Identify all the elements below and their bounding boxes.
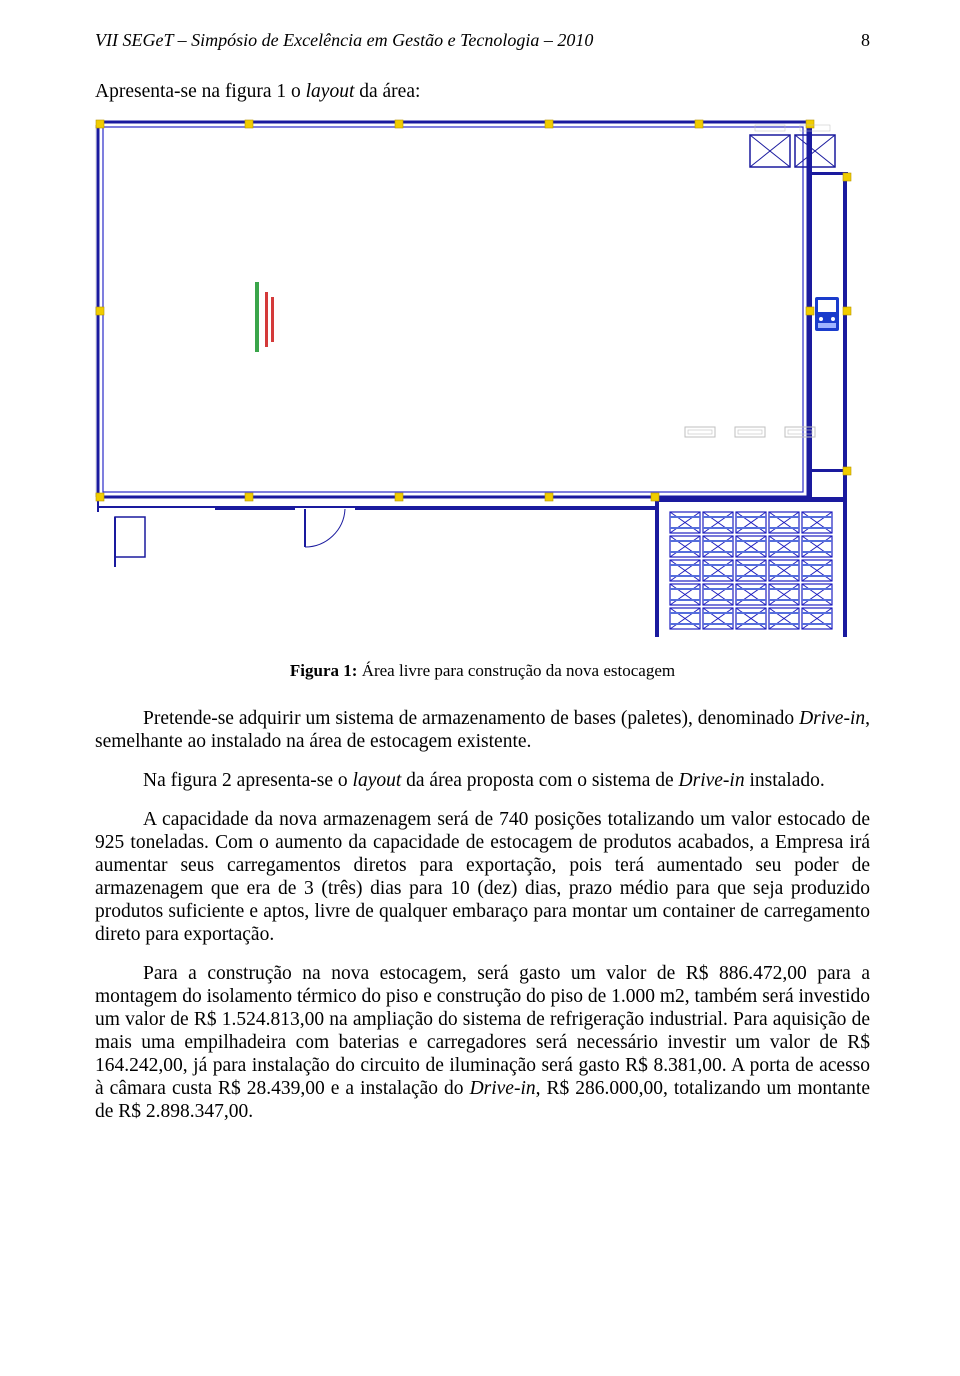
paragraph-3: A capacidade da nova armazenagem será de…: [95, 808, 870, 946]
paragraph-4: Para a construção na nova estocagem, ser…: [95, 962, 870, 1123]
body-text: Pretende-se adquirir um sistema de armaz…: [95, 707, 870, 1123]
p2-a: Na figura 2 apresenta-se o: [143, 770, 353, 791]
intro-ital: layout: [306, 81, 355, 102]
figure-1: [95, 117, 870, 637]
intro-post: da área:: [354, 81, 420, 102]
figure-caption-text: Área livre para construção da nova estoc…: [357, 661, 675, 680]
p4-ital: Drive-in: [470, 1078, 536, 1099]
intro-line: Apresenta-se na figura 1 o layout da áre…: [95, 81, 870, 103]
header-title: VII SEGeT – Simpósio de Excelência em Ge…: [95, 30, 593, 51]
figure-1-caption: Figura 1: Área livre para construção da …: [95, 661, 870, 681]
intro-pre: Apresenta-se na figura 1 o: [95, 81, 306, 102]
p1-ital: Drive-in: [799, 708, 865, 729]
page: VII SEGeT – Simpósio de Excelência em Ge…: [0, 0, 960, 1376]
p2-i2: Drive-in: [679, 770, 745, 791]
p1-a: Pretende-se adquirir um sistema de armaz…: [143, 708, 799, 729]
p2-i1: layout: [353, 770, 402, 791]
p2-c: instalado.: [745, 770, 825, 791]
page-header: VII SEGeT – Simpósio de Excelência em Ge…: [95, 30, 870, 51]
p2-b: da área proposta com o sistema de: [401, 770, 678, 791]
paragraph-2: Na figura 2 apresenta-se o layout da áre…: [95, 769, 870, 792]
figure-1-svg: [95, 117, 865, 637]
header-page-number: 8: [861, 30, 870, 51]
figure-caption-label: Figura 1:: [290, 661, 358, 680]
paragraph-1: Pretende-se adquirir um sistema de armaz…: [95, 707, 870, 753]
